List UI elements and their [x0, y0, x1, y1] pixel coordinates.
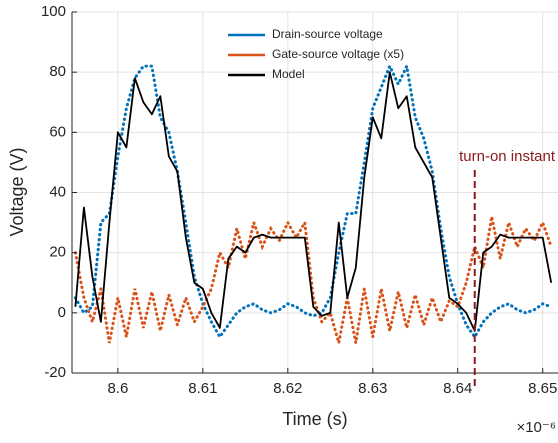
x-multiplier: ×10⁻⁶: [516, 419, 556, 436]
series-line: [74, 71, 553, 332]
y-tick-label: -20: [44, 364, 66, 381]
series-line: [73, 216, 553, 344]
plot-area: [73, 61, 553, 344]
y-tick-label: 80: [49, 63, 66, 80]
x-tick-label: 8.64: [443, 380, 472, 397]
annotation: turn-on instant: [459, 148, 556, 386]
x-axis-label: Time (s): [282, 409, 347, 429]
x-tick-label: 8.65: [528, 380, 557, 397]
x-tick-label: 8.63: [358, 380, 387, 397]
legend: Drain-source voltage Gate-source voltage …: [228, 27, 404, 81]
legend-label: Model: [272, 67, 305, 81]
x-tick-label: 8.61: [188, 380, 217, 397]
y-tick-label: 20: [49, 244, 66, 261]
y-tick-label: 60: [49, 123, 66, 140]
y-axis-label: Voltage (V): [7, 147, 27, 236]
x-tick-label: 8.62: [273, 380, 302, 397]
legend-label: Drain-source voltage: [272, 27, 383, 41]
x-tick-label: 8.6: [107, 380, 128, 397]
y-tick-label: 0: [58, 304, 66, 321]
grid: [72, 11, 558, 374]
y-tick-label: 100: [41, 3, 66, 20]
legend-label: Gate-source voltage (x5): [272, 47, 404, 61]
annotation-text: turn-on instant: [459, 148, 556, 165]
y-tick-label: 40: [49, 183, 66, 200]
